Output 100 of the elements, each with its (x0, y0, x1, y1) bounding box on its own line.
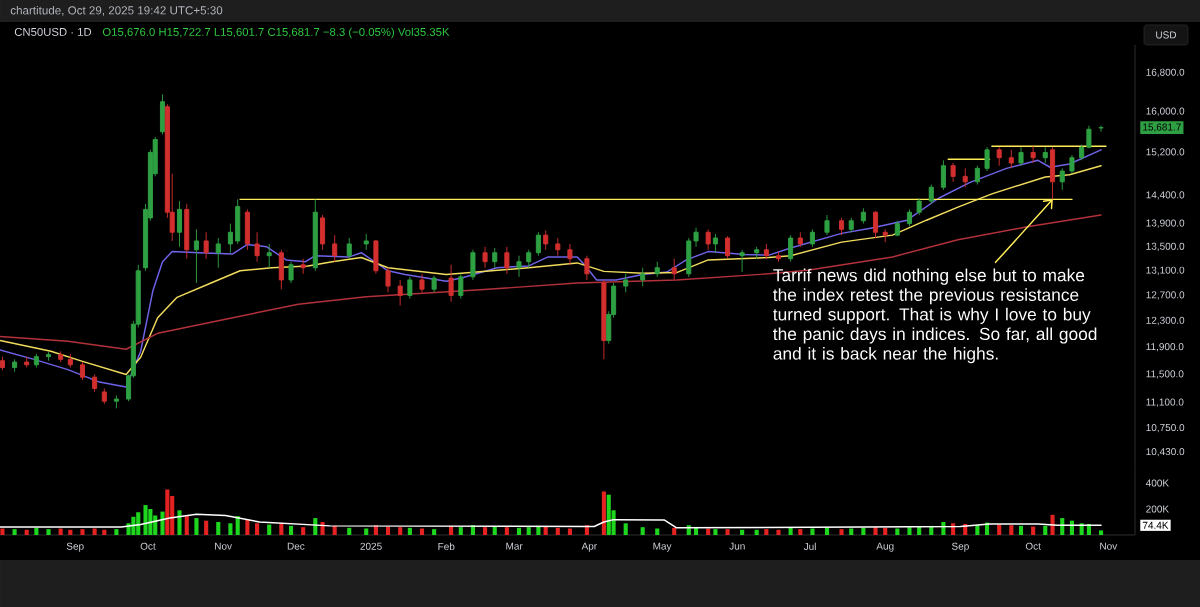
candlestick (458, 273, 464, 300)
candlestick (775, 251, 782, 263)
candlestick (407, 276, 413, 300)
candlestick (101, 387, 107, 405)
candlestick (373, 239, 379, 275)
bar (1050, 514, 1055, 535)
candlestick (1042, 146, 1048, 164)
candlestick (1059, 167, 1065, 191)
x-tick-label: Aug (876, 542, 894, 552)
x-tick-label: Jul (803, 542, 816, 551)
bar (555, 527, 560, 535)
candlestick (227, 223, 233, 254)
y-tick-label: 11,100.0 (1146, 398, 1184, 407)
candlestick (686, 237, 692, 278)
candlestick (984, 146, 990, 172)
bar (883, 527, 888, 535)
bar (458, 527, 463, 535)
candlestick (705, 228, 711, 251)
candlestick (113, 395, 119, 409)
y-tick-label: 13,500.0 (1146, 242, 1185, 251)
candlestick (33, 353, 39, 369)
text: 15,681.7 (1143, 123, 1181, 132)
x-tick-label: Nov (215, 542, 232, 550)
x-tick-label: Feb (438, 542, 455, 551)
y-tick-label: 11,500.0 (1146, 370, 1184, 379)
candlestick (1030, 145, 1036, 164)
candlestick (300, 258, 306, 275)
candlestick (397, 279, 403, 307)
bar (80, 529, 85, 535)
y-tick-label: 15,200.0 (1146, 148, 1185, 157)
bar (160, 511, 165, 535)
bar (407, 527, 412, 535)
bar (177, 510, 182, 535)
candlestick (470, 249, 476, 281)
bar (623, 523, 628, 535)
chart-subtitle: O15,676.0 H15,722.7 L15,601.7 C15,681.7 −8.3 (−0.05%) Vol35.35K (102, 27, 450, 39)
candlestick (79, 361, 85, 381)
bar (1079, 523, 1084, 535)
annotation: Tarrif news did nothing else but to make the index retest the previous resistance turned support. That is why I love to buy the panic days in indices. So far, all good and it is back near the highs. (773, 268, 1097, 364)
bar (398, 527, 403, 535)
bar (861, 527, 866, 535)
candlestick (1086, 125, 1092, 149)
candlestick (419, 273, 425, 293)
x-tick-label: Sep (951, 542, 969, 552)
y-tick-label: 12,300.0 (1146, 316, 1185, 326)
bar (706, 528, 711, 535)
candlestick (346, 237, 352, 260)
bar (917, 526, 922, 535)
candlestick (872, 210, 879, 239)
bar (0, 528, 5, 535)
bar (567, 528, 572, 535)
bar (516, 527, 522, 535)
candlestick (215, 237, 221, 269)
bar (255, 523, 260, 535)
bar (895, 528, 900, 535)
candlestick (940, 159, 946, 191)
candlestick (312, 198, 318, 272)
bar (713, 529, 718, 535)
bar (24, 529, 29, 535)
candlestick (555, 237, 561, 257)
bar (672, 527, 677, 535)
candlestick (176, 200, 183, 248)
candlestick (1018, 146, 1024, 167)
bar (68, 529, 73, 535)
candlestick (928, 184, 934, 205)
candlestick (788, 234, 794, 263)
candlestick (754, 246, 760, 260)
bar (102, 529, 107, 535)
y-tick-label: 16,000.0 (1146, 107, 1185, 116)
candlestick (543, 230, 549, 251)
bar (839, 529, 844, 535)
candlestick (58, 350, 64, 363)
candlestick (67, 353, 73, 369)
bar (584, 525, 589, 535)
candlestick (12, 358, 18, 373)
bar (1009, 525, 1014, 535)
candlestick (526, 249, 532, 269)
bar (432, 529, 437, 535)
bar (764, 529, 769, 535)
bar (194, 518, 199, 535)
candlestick (797, 231, 803, 248)
bar (725, 529, 730, 535)
bar (58, 528, 63, 535)
candlestick (535, 231, 541, 257)
candlestick (92, 373, 98, 393)
bar (810, 528, 815, 535)
candlestick (385, 267, 391, 293)
x-tick-label: Dec (287, 542, 305, 550)
candlestick (516, 255, 522, 278)
bar (385, 526, 391, 535)
y-tick-label: 400K (1145, 479, 1169, 487)
candlestick (974, 165, 980, 185)
candlestick (712, 233, 718, 254)
bar (975, 525, 980, 535)
candlestick (332, 234, 338, 263)
candlestick (623, 273, 629, 293)
candlestick (839, 217, 845, 236)
candlestick (482, 246, 488, 269)
candlestick (916, 197, 922, 216)
candlestick (363, 233, 369, 251)
